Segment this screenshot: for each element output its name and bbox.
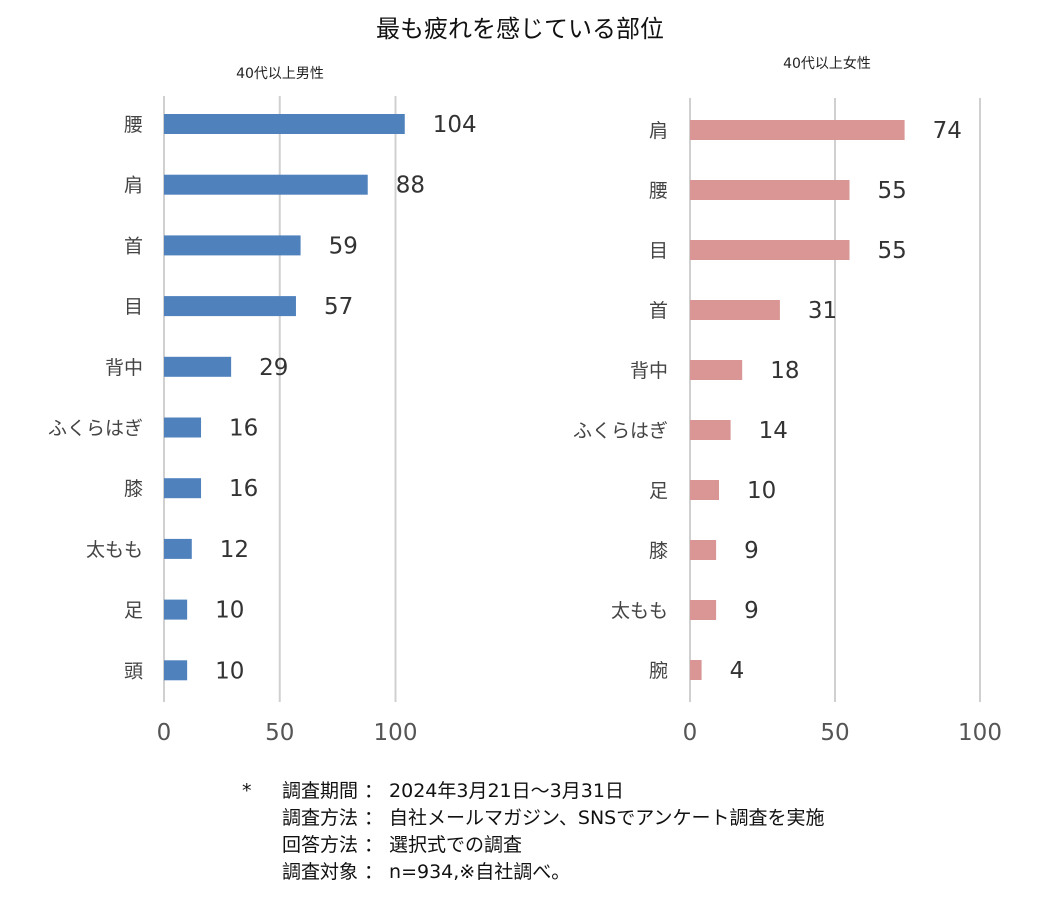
value-label: 57	[324, 294, 353, 320]
footnote-row-0: * 調査期間 ： 2024年3月21日～3月31日	[242, 778, 824, 805]
value-label: 74	[933, 118, 962, 144]
value-label: 29	[259, 355, 288, 381]
footnote-marker: *	[242, 780, 252, 802]
female-panel: 40代以上女性 0 50 100 肩 74 腰 55 目 55 首 31 背中 18 ふくらはぎ 14 足 10 膝…	[573, 55, 1002, 746]
panel-title: 40代以上男性	[236, 66, 324, 82]
category-label: 膝	[649, 540, 668, 562]
category-label: 太もも	[86, 539, 143, 561]
category-label: 背中	[105, 357, 143, 379]
bar	[690, 240, 850, 260]
bar	[690, 360, 743, 380]
footnote: * 調査期間 ： 2024年3月21日～3月31日 調査方法 ： 自社メールマガ…	[242, 778, 824, 886]
bar	[164, 114, 405, 134]
value-label: 55	[878, 178, 907, 204]
footnote-sep: ：	[364, 861, 384, 883]
bar	[690, 480, 719, 500]
value-label: 59	[329, 233, 358, 259]
value-label: 9	[744, 538, 759, 564]
value-label: 14	[759, 418, 788, 444]
bar	[164, 660, 188, 681]
bar	[690, 120, 905, 140]
category-label: 背中	[630, 360, 668, 382]
chart-title: 最も疲れを感じている部位	[376, 15, 664, 43]
footnote-label: 回答方法	[282, 834, 359, 856]
category-label: 目	[649, 240, 668, 262]
footnote-label: 調査対象	[282, 861, 359, 883]
value-label: 10	[215, 598, 244, 624]
footnote-value: 2024年3月21日～3月31日	[389, 780, 624, 802]
category-label: 足	[649, 480, 668, 502]
category-label: 首	[124, 235, 143, 257]
category-label: 目	[124, 296, 143, 318]
footnote-value: 自社メールマガジン、SNSでアンケート調査を実施	[389, 807, 825, 829]
category-label: 腰	[124, 114, 143, 136]
footnote-row-1: 調査方法 ： 自社メールマガジン、SNSでアンケート調査を実施	[242, 805, 824, 832]
bar	[690, 540, 717, 560]
x-tick-label: 0	[157, 720, 172, 746]
bar	[164, 235, 301, 256]
category-label: 膝	[124, 478, 143, 500]
footnote-value: n=934,※自社調べ。	[389, 861, 571, 883]
bar	[164, 599, 188, 620]
footnote-row-2: 回答方法 ： 選択式での調査	[242, 832, 824, 859]
category-label: ふくらはぎ	[48, 418, 143, 440]
x-tick-label: 50	[820, 720, 849, 746]
value-label: 12	[220, 537, 249, 563]
category-label: 足	[124, 600, 143, 622]
bar	[164, 174, 368, 195]
category-label: 肩	[124, 175, 143, 197]
bar	[164, 417, 202, 438]
bar	[164, 478, 202, 499]
value-label: 4	[730, 658, 745, 684]
category-label: 肩	[649, 120, 668, 142]
bar	[690, 600, 717, 620]
bar	[690, 300, 780, 320]
category-label: 頭	[124, 660, 143, 682]
value-label: 16	[229, 416, 258, 442]
footnote-sep: ：	[364, 807, 384, 829]
bar	[164, 356, 232, 377]
value-label: 10	[215, 658, 244, 684]
footnote-label: 調査方法	[282, 807, 359, 829]
value-label: 10	[747, 478, 776, 504]
value-label: 55	[878, 238, 907, 264]
x-tick-label: 0	[683, 720, 698, 746]
category-label: ふくらはぎ	[573, 420, 668, 442]
footnote-sep: ：	[364, 780, 384, 802]
category-label: 腕	[649, 660, 668, 682]
category-label: 腰	[649, 180, 668, 202]
bar	[164, 296, 296, 317]
x-tick-label: 50	[265, 720, 294, 746]
value-label: 16	[229, 476, 258, 502]
x-tick-label: 100	[374, 720, 418, 746]
bar	[164, 538, 192, 559]
value-label: 18	[770, 358, 799, 384]
footnote-sep: ：	[364, 834, 384, 856]
bar	[690, 180, 850, 200]
category-label: 首	[649, 300, 668, 322]
panel-title: 40代以上女性	[783, 55, 871, 72]
footnote-value: 選択式での調査	[389, 834, 523, 856]
category-label: 太もも	[611, 600, 668, 622]
bar	[690, 420, 731, 440]
value-label: 9	[744, 598, 759, 624]
value-label: 31	[808, 298, 837, 324]
value-label: 104	[433, 112, 477, 138]
value-label: 88	[396, 173, 425, 199]
footnote-label: 調査期間	[282, 780, 359, 802]
x-tick-label: 100	[958, 720, 1002, 746]
bar	[690, 660, 702, 680]
male-panel: 40代以上男性 0 50 100 腰 104 肩 88 首 59 目 57 背中 29 ふくらはぎ 16 膝 16…	[48, 66, 477, 746]
footnote-row-3: 調査対象 ： n=934,※自社調べ。	[242, 859, 824, 886]
